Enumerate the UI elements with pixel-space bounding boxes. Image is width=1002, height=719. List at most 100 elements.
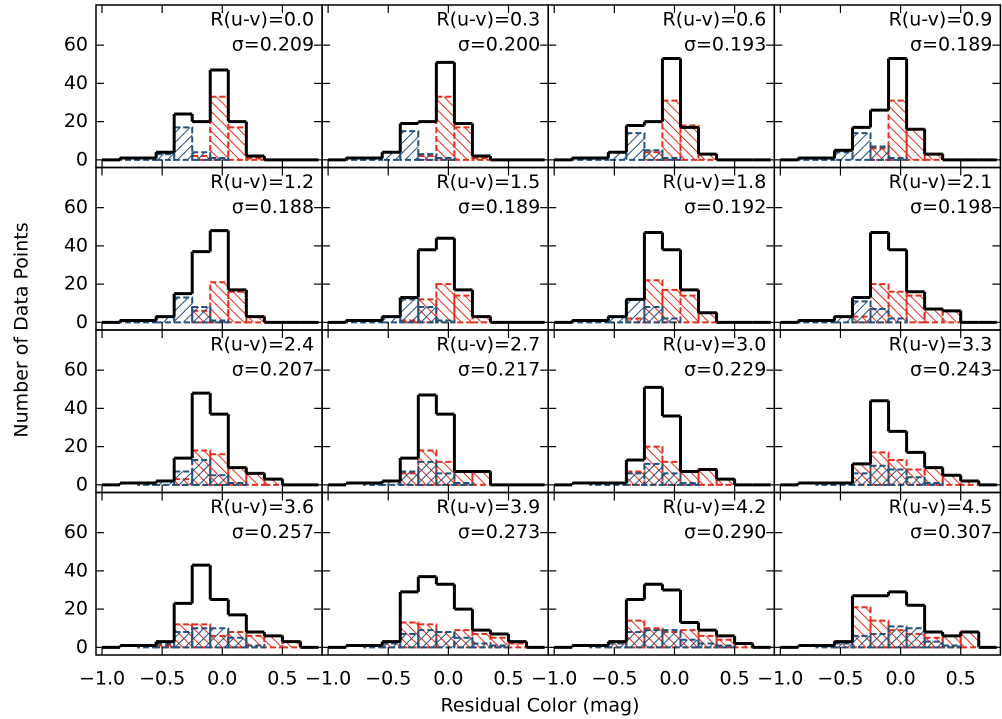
x-tick-label: −0.5	[817, 668, 863, 690]
histogram-bar	[227, 636, 248, 649]
histogram-bar	[661, 317, 682, 324]
histogram-bar	[679, 124, 700, 161]
histogram-bar	[435, 156, 456, 161]
y-tick-label: 0	[76, 473, 88, 495]
histogram-bar	[697, 468, 718, 486]
histogram-bar	[507, 642, 528, 649]
histogram-bar	[905, 627, 926, 649]
x-tick-label: 0.0	[659, 668, 689, 690]
histogram-bar	[643, 149, 664, 161]
histogram-bar	[661, 629, 682, 649]
panel-title: R(u-v)=4.5	[889, 496, 993, 518]
histogram-bar	[625, 472, 646, 486]
histogram-bar	[399, 632, 420, 649]
histogram-bar	[905, 476, 926, 486]
histogram-bar	[661, 156, 682, 161]
panel-title: R(u-v)=1.2	[210, 171, 314, 193]
histogram-bar	[191, 459, 212, 486]
histogram-bar	[173, 296, 194, 324]
x-tick-label: 0.5	[946, 668, 976, 690]
histogram-bar	[489, 644, 510, 649]
histogram-bar	[399, 470, 420, 486]
panel-subtitle: σ=0.290	[684, 521, 766, 543]
panel-title: R(u-v)=1.5	[436, 171, 540, 193]
panel-subtitle: σ=0.198	[910, 196, 992, 218]
histogram-bar	[209, 156, 230, 161]
histogram-bar	[417, 629, 438, 649]
x-tick-label: 0.5	[493, 668, 523, 690]
histogram-bar	[227, 126, 248, 161]
histogram-bar	[625, 631, 646, 649]
histogram-bar	[471, 470, 492, 486]
histogram-bar	[887, 99, 908, 161]
y-tick-label: 0	[76, 148, 88, 170]
panel-title: R(u-v)=3.9	[436, 496, 540, 518]
panel-title: R(u-v)=0.6	[663, 9, 767, 31]
x-tick-label: −0.5	[139, 668, 185, 690]
histogram-bar	[245, 472, 266, 486]
histogram-bar	[173, 126, 194, 161]
histogram-bar	[697, 642, 718, 649]
y-axis-label: Number of Data Points	[11, 222, 33, 437]
histogram-bar	[227, 290, 248, 324]
histogram-bar	[887, 625, 908, 649]
x-tick-label: −0.5	[365, 668, 411, 690]
histogram-bar	[679, 638, 700, 649]
y-tick-label: 40	[64, 72, 88, 94]
histogram-bar	[869, 464, 890, 486]
histogram-bar	[869, 307, 890, 324]
histogram-bar	[209, 95, 230, 161]
histogram-bar	[869, 632, 890, 649]
y-tick-label: 20	[64, 110, 88, 132]
histogram-bar	[453, 126, 474, 161]
y-tick-label: 60	[64, 196, 88, 218]
panel-subtitle: σ=0.189	[910, 34, 992, 56]
histogram-bar	[227, 481, 248, 486]
y-tick-label: 0	[76, 636, 88, 658]
histogram-bar	[245, 644, 266, 649]
histogram-bar	[209, 319, 230, 324]
panel-title: R(u-v)=4.2	[663, 496, 767, 518]
histogram-bar	[715, 644, 736, 649]
histogram-bar	[679, 294, 700, 324]
histogram-bar	[869, 145, 890, 161]
histogram-bar	[191, 151, 212, 161]
histogram-bar	[941, 644, 962, 649]
histogram-bar	[923, 307, 944, 324]
histogram-bar	[941, 309, 962, 324]
histogram-bar	[887, 317, 908, 324]
histogram-bar	[661, 288, 682, 324]
y-tick-label: 40	[64, 559, 88, 581]
y-tick-label: 20	[64, 598, 88, 620]
histogram-bar	[381, 642, 402, 649]
panel-title: R(u-v)=2.7	[436, 334, 540, 356]
histogram-bar	[435, 319, 456, 324]
histogram-bar	[923, 640, 944, 649]
histogram-bar	[453, 636, 474, 649]
panel-subtitle: σ=0.217	[458, 359, 540, 381]
panel-subtitle: σ=0.193	[684, 34, 766, 56]
histogram-bar	[851, 472, 872, 486]
panel-subtitle: σ=0.209	[232, 34, 314, 56]
y-tick-label: 20	[64, 273, 88, 295]
panel-title: R(u-v)=3.6	[210, 496, 314, 518]
histogram-bar	[905, 294, 926, 324]
y-tick-label: 40	[64, 234, 88, 256]
histogram-bar	[399, 130, 420, 161]
histogram-bar	[209, 474, 230, 486]
x-tick-label: 0.5	[267, 668, 297, 690]
histogram-bar	[471, 156, 492, 161]
panel-subtitle: σ=0.192	[684, 196, 766, 218]
panel-title: R(u-v)=2.1	[889, 171, 993, 193]
histogram-bar	[263, 634, 284, 649]
panel-subtitle: σ=0.307	[910, 521, 992, 543]
histogram-bar	[625, 132, 646, 161]
y-tick-label: 60	[64, 521, 88, 543]
x-tick-label: 0.0	[433, 668, 463, 690]
histogram-bar	[851, 634, 872, 649]
x-tick-label: −1.0	[531, 668, 577, 690]
x-tick-label: 0.5	[720, 668, 750, 690]
histogram-bar	[173, 631, 194, 649]
histogram-bar	[435, 95, 456, 161]
panel-subtitle: σ=0.189	[458, 196, 540, 218]
